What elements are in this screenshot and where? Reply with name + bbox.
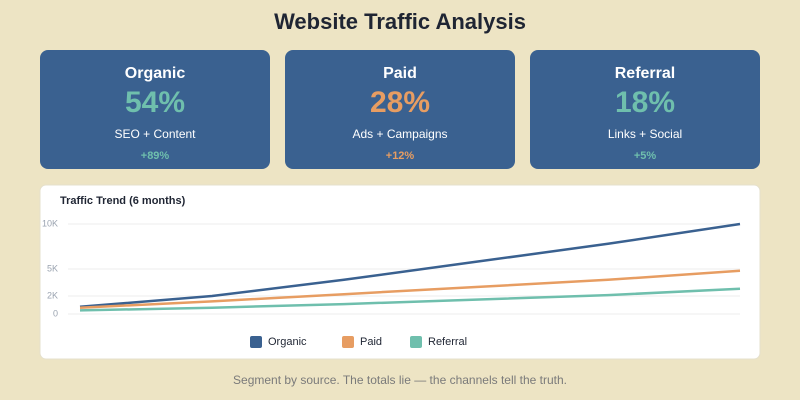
y-tick-label: 0 (53, 308, 58, 318)
card-change: +5% (634, 150, 657, 162)
page-title: Website Traffic Analysis (274, 9, 526, 34)
card-value: 28% (370, 86, 430, 119)
chart-title: Traffic Trend (6 months) (60, 195, 186, 207)
card-change: +89% (141, 150, 170, 162)
card-title: Organic (125, 65, 186, 82)
legend-label: Paid (360, 336, 382, 348)
card-subtitle: Links + Social (608, 127, 682, 141)
legend-label: Organic (268, 336, 307, 348)
series-line (79, 269, 741, 309)
y-tick-label: 10K (42, 218, 58, 228)
legend-swatch (410, 336, 422, 348)
card (40, 50, 270, 169)
legend-swatch (250, 336, 262, 348)
card-title: Referral (615, 65, 675, 82)
card-subtitle: SEO + Content (114, 127, 196, 141)
card-value: 18% (615, 86, 675, 119)
legend-label: Referral (428, 336, 467, 348)
card-change: +12% (386, 150, 415, 162)
card-subtitle: Ads + Campaigns (352, 127, 447, 141)
card (530, 50, 760, 169)
series-line (79, 222, 741, 309)
card-value: 54% (125, 86, 185, 119)
footer-text: Segment by source. The totals lie — the … (233, 373, 567, 387)
card (285, 50, 515, 169)
series-line (79, 287, 741, 312)
card-title: Paid (383, 65, 417, 82)
legend-swatch (342, 336, 354, 348)
y-tick-label: 5K (47, 263, 58, 273)
y-tick-label: 2K (47, 290, 58, 300)
